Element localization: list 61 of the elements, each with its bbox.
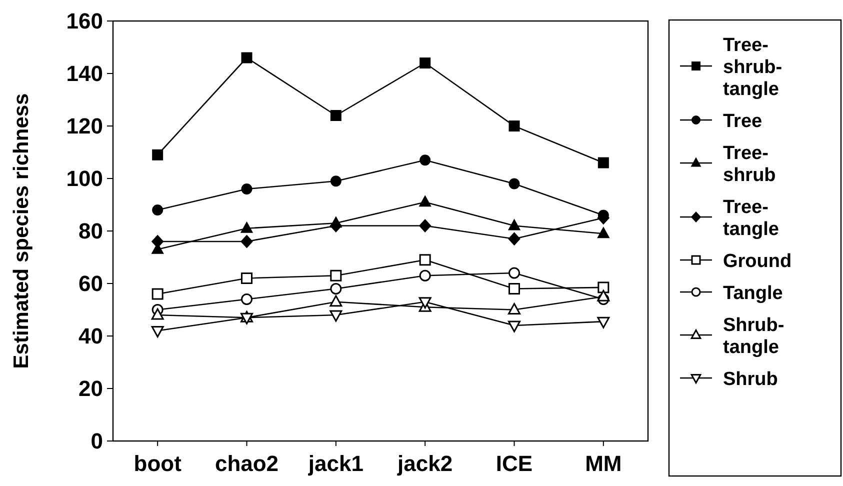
point <box>151 326 164 338</box>
x-tick-label: chao2 <box>214 451 279 476</box>
legend-label: Tree-shrub-tangle <box>723 35 782 100</box>
y-tick-label: 100 <box>66 166 103 192</box>
point <box>597 316 610 328</box>
point <box>419 254 431 266</box>
y-tick-label: 20 <box>78 376 103 402</box>
legend-label: Tree-tangle <box>723 197 779 240</box>
point <box>598 157 609 168</box>
point <box>241 184 252 194</box>
legend-label: Tree <box>723 111 762 132</box>
point <box>330 283 342 294</box>
legend-label: Tree-shrub <box>723 143 776 186</box>
point <box>508 303 520 314</box>
point <box>597 290 610 302</box>
point <box>418 297 432 309</box>
point <box>597 227 610 238</box>
y-tick-label: 80 <box>78 218 103 244</box>
point <box>330 110 342 121</box>
point <box>241 52 252 64</box>
point <box>598 282 610 294</box>
point <box>330 270 342 282</box>
legend-label: Ground <box>723 251 792 272</box>
point <box>330 176 342 187</box>
y-tick-label: 160 <box>66 8 103 34</box>
point <box>152 288 164 300</box>
point <box>420 154 431 166</box>
y-tick-label: 40 <box>78 324 103 349</box>
point <box>330 295 342 307</box>
point <box>419 270 431 282</box>
x-tick-label: jack2 <box>396 451 453 476</box>
x-tick-label: boot <box>134 451 182 476</box>
point <box>240 222 253 233</box>
y-tick-label: 120 <box>66 114 103 139</box>
point <box>419 219 432 232</box>
point <box>508 120 520 132</box>
point <box>151 308 164 320</box>
y-tick-label: 60 <box>78 271 103 296</box>
legend-label: Shrub-tangle <box>723 315 784 358</box>
point <box>508 267 520 279</box>
point <box>508 178 520 190</box>
point <box>241 272 252 284</box>
point <box>241 294 252 305</box>
point <box>508 232 520 246</box>
point <box>240 235 253 248</box>
y-tick-label: 0 <box>90 428 103 454</box>
point <box>419 196 432 207</box>
x-tick-label: ICE <box>496 451 533 476</box>
point <box>330 310 342 322</box>
x-tick-label: jack1 <box>307 451 364 476</box>
y-axis-title: Estimated species richness <box>10 93 33 369</box>
legend-label: Shrub <box>723 369 778 390</box>
point <box>508 283 520 294</box>
point <box>152 149 164 160</box>
point <box>420 58 431 68</box>
x-tick-label: MM <box>585 451 622 476</box>
point <box>508 219 520 230</box>
point <box>508 320 520 332</box>
legend-label: Tangle <box>723 283 783 304</box>
point <box>152 204 164 216</box>
y-tick-label: 140 <box>66 61 103 86</box>
